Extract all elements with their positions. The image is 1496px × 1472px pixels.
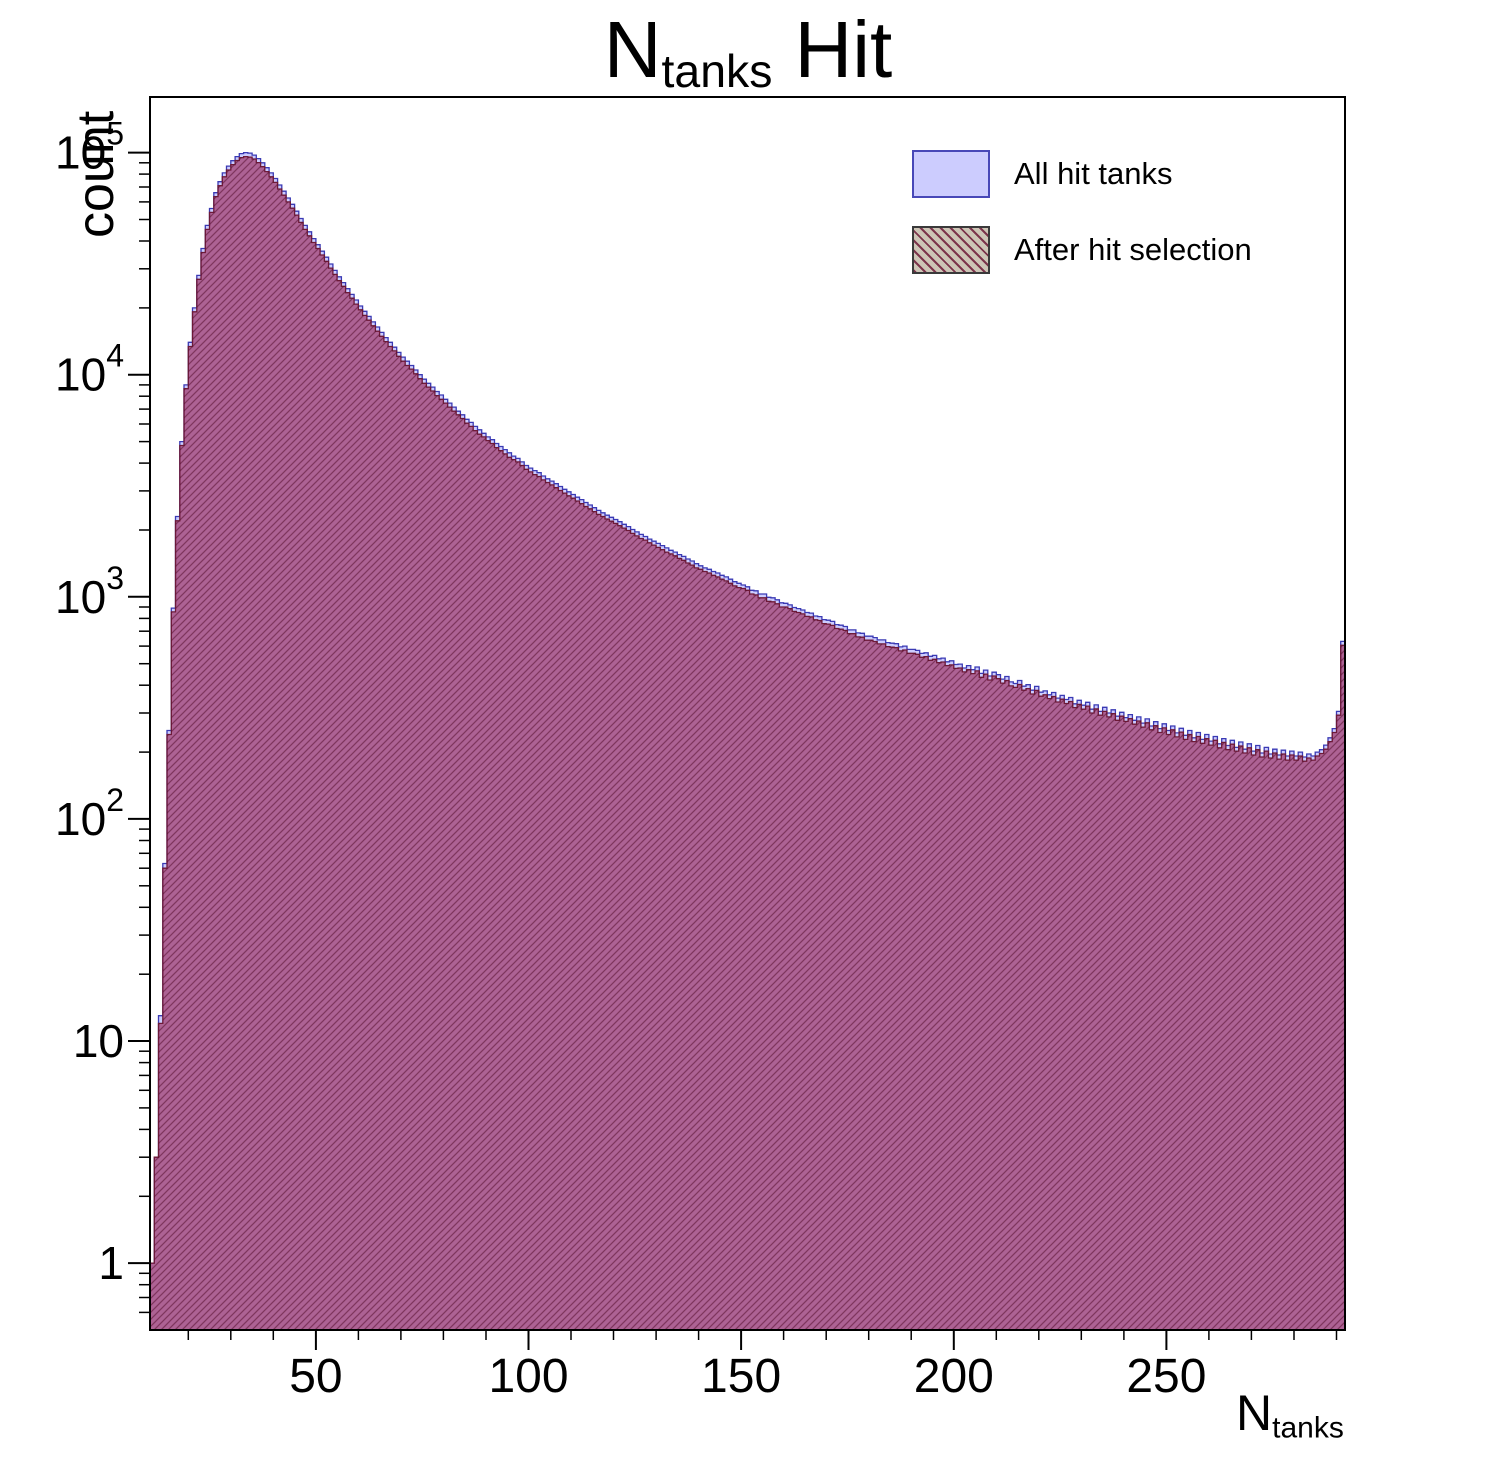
y-tick-label: 10 (73, 1015, 124, 1067)
legend-entry-all-hit-tanks: All hit tanks (912, 150, 1252, 198)
y-tick-label: 105 (55, 116, 124, 179)
x-axis-label-subscript: tanks (1272, 1411, 1344, 1445)
x-axis-label: Ntanks (1236, 1384, 1344, 1446)
y-tick-label: 102 (55, 782, 124, 845)
x-tick-label: 50 (289, 1350, 342, 1403)
legend: All hit tanks After hit selection (912, 150, 1252, 302)
y-tick-label: 103 (55, 560, 124, 623)
y-tick-label: 104 (55, 338, 124, 401)
chart-title-prefix: N (603, 5, 662, 94)
chart-title-subscript: tanks (661, 45, 773, 98)
legend-label: After hit selection (1014, 232, 1252, 267)
y-axis-label: count (67, 110, 125, 238)
x-tick-label: 200 (914, 1350, 994, 1403)
legend-swatch-blue (912, 150, 990, 198)
y-tick-label: 1 (98, 1237, 124, 1289)
x-tick-label: 150 (701, 1350, 781, 1403)
series-after-hit-selection-hatch (150, 156, 1345, 1331)
legend-entry-after-hit-selection: After hit selection (912, 226, 1252, 274)
x-tick-label: 100 (488, 1350, 568, 1403)
chart-title: Ntanks Hit (0, 4, 1496, 98)
x-axis-label-prefix: N (1236, 1385, 1273, 1441)
x-tick-label: 250 (1126, 1350, 1206, 1403)
legend-label: All hit tanks (1014, 156, 1173, 191)
legend-swatch-red-hatched (912, 226, 990, 274)
chart-title-suffix: Hit (794, 5, 893, 94)
